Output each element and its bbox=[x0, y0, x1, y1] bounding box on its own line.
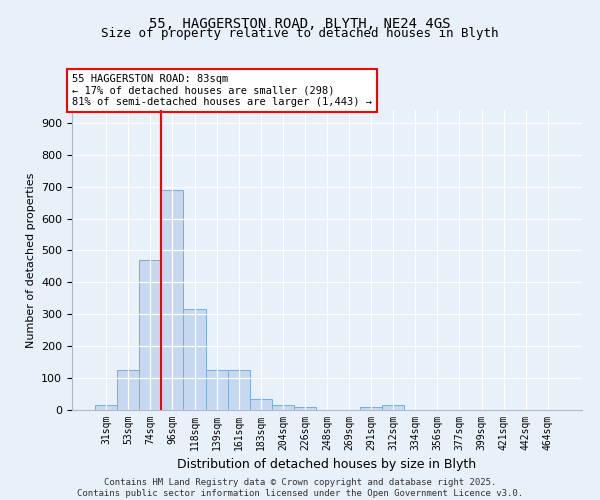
Bar bbox=[139, 260, 161, 410]
Bar bbox=[206, 370, 227, 410]
Bar bbox=[360, 407, 382, 410]
Bar bbox=[117, 370, 139, 410]
Bar bbox=[184, 310, 206, 410]
Bar bbox=[161, 190, 184, 410]
Bar bbox=[294, 407, 316, 410]
Bar bbox=[382, 405, 404, 410]
Text: Contains HM Land Registry data © Crown copyright and database right 2025.
Contai: Contains HM Land Registry data © Crown c… bbox=[77, 478, 523, 498]
Text: 55, HAGGERSTON ROAD, BLYTH, NE24 4GS: 55, HAGGERSTON ROAD, BLYTH, NE24 4GS bbox=[149, 18, 451, 32]
X-axis label: Distribution of detached houses by size in Blyth: Distribution of detached houses by size … bbox=[178, 458, 476, 471]
Bar bbox=[272, 405, 294, 410]
Y-axis label: Number of detached properties: Number of detached properties bbox=[26, 172, 35, 348]
Text: Size of property relative to detached houses in Blyth: Size of property relative to detached ho… bbox=[101, 28, 499, 40]
Bar bbox=[227, 370, 250, 410]
Text: 55 HAGGERSTON ROAD: 83sqm
← 17% of detached houses are smaller (298)
81% of semi: 55 HAGGERSTON ROAD: 83sqm ← 17% of detac… bbox=[72, 74, 372, 107]
Bar bbox=[250, 399, 272, 410]
Bar bbox=[95, 405, 117, 410]
